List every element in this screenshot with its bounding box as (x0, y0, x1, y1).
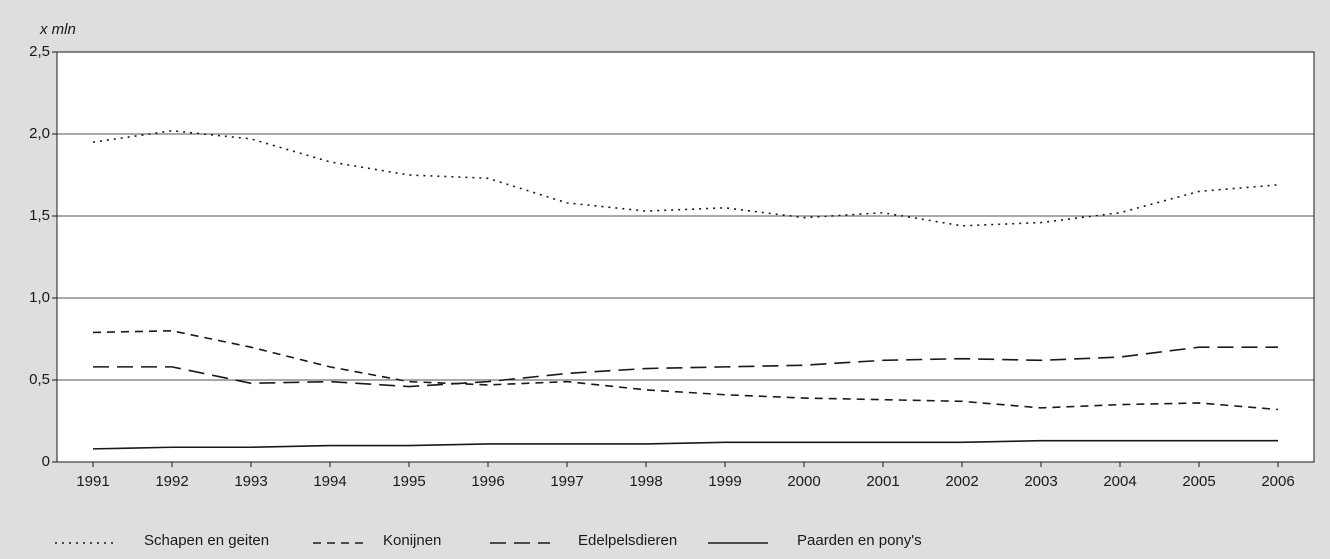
x-tick-label: 2001 (866, 473, 899, 490)
y-tick-label: 1,0 (29, 289, 50, 306)
x-tick-label: 1992 (155, 473, 188, 490)
x-tick-label: 2003 (1024, 473, 1057, 490)
x-tick-label: 1995 (392, 473, 425, 490)
legend-label: Konijnen (383, 532, 441, 549)
x-tick-label: 1998 (629, 473, 662, 490)
y-tick-label: 0 (42, 453, 50, 470)
x-tick-label: 1997 (550, 473, 583, 490)
plot-area (56, 51, 1315, 463)
y-tick-label: 2,0 (29, 125, 50, 142)
x-tick-label: 2002 (945, 473, 978, 490)
x-tick-label: 2005 (1182, 473, 1215, 490)
legend-label: Schapen en geiten (144, 532, 269, 549)
y-tick-label: 0,5 (29, 371, 50, 388)
x-tick-label: 1996 (471, 473, 504, 490)
x-tick-label: 1991 (76, 473, 109, 490)
series-line (93, 346, 1278, 388)
series-line (92, 329, 1279, 411)
y-axis-label: x mln (39, 21, 76, 38)
y-tick-label: 1,5 (29, 207, 50, 224)
legend-label: Paarden en pony's (797, 532, 922, 549)
x-tick-label: 2000 (787, 473, 820, 490)
y-tick-label: 2,5 (29, 43, 50, 60)
x-tick-label: 2006 (1261, 473, 1294, 490)
series-line (92, 129, 1279, 227)
legend-label: Edelpelsdieren (578, 532, 677, 549)
x-tick-label: 2004 (1103, 473, 1136, 490)
series-line (92, 439, 1278, 450)
x-tick-label: 1993 (234, 473, 267, 490)
x-tick-label: 1994 (313, 473, 346, 490)
x-tick-label: 1999 (708, 473, 741, 490)
